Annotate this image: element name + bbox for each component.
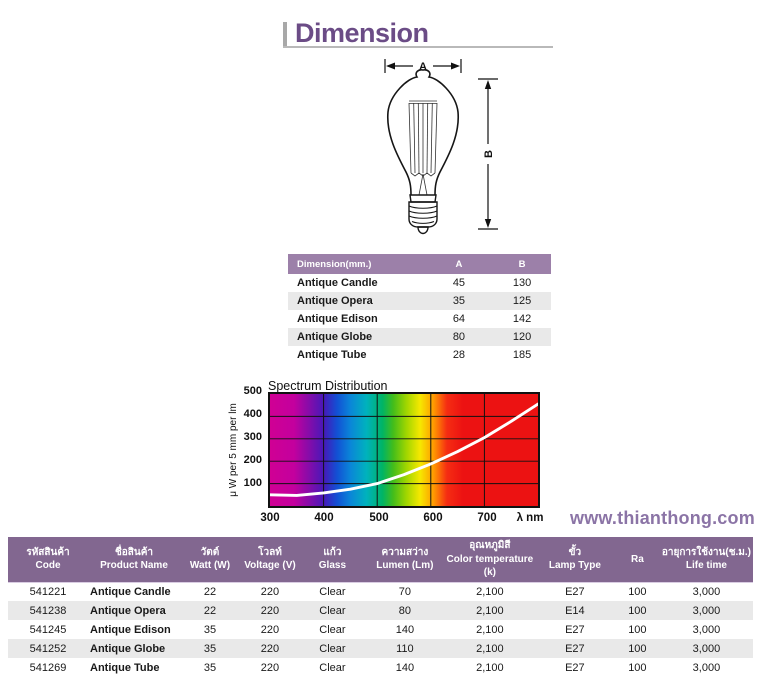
- col-lumen: ความสว่าง Lumen (Lm): [364, 537, 445, 583]
- page-title: Dimension: [295, 18, 429, 48]
- spectrum-curve: [270, 402, 538, 497]
- product-table-row: 541238 Antique Opera 22 220 Clear 80 2,100 E14 1…: [8, 601, 753, 620]
- spectrum-chart: [268, 392, 540, 508]
- dimension-table-row: Antique Tube 28 185: [297, 349, 532, 361]
- col-watt: วัตต์ Watt (W): [180, 537, 240, 583]
- product-table-row: 541252 Antique Globe 35 220 Clear 110 2,100 E27…: [8, 639, 753, 658]
- y-tick-200: 200: [243, 454, 262, 466]
- x-axis-unit: λ nm: [516, 512, 544, 524]
- dimension-table-row: Antique Edison 64 142: [297, 313, 532, 325]
- dimension-table-header-row: Dimension(mm.) A B: [288, 254, 551, 274]
- col-life-time: อายุการใช้งาน(ช.ม.) Life time: [659, 537, 753, 583]
- product-table-body: 541221 Antique Candle 22 220 Clear 70 2,100 E27…: [8, 582, 753, 677]
- col-voltage: โวลท์ Voltage (V): [239, 537, 300, 583]
- x-tick-600: 600: [423, 512, 443, 524]
- dimension-table-row: Antique Globe 80 120: [288, 328, 551, 346]
- col-ra: Ra: [614, 537, 660, 583]
- bulb-diagram: A: [378, 56, 518, 238]
- dimension-b-label: B: [483, 150, 495, 158]
- col-glass: แก้ว Glass: [299, 537, 365, 583]
- website-url: www.thianthong.com: [570, 508, 755, 528]
- arrowhead-right: [451, 62, 460, 70]
- dimension-a-label: A: [419, 61, 427, 73]
- section-title-block: Dimension: [283, 20, 553, 48]
- filament: [408, 100, 438, 196]
- dimension-table-body: Antique Candle 45 130 Antique Opera 35 125 Ant…: [288, 274, 551, 364]
- spectrum-title: Spectrum Distribution: [268, 379, 388, 393]
- x-tick-500: 500: [369, 512, 389, 524]
- screw-base: [408, 201, 438, 235]
- dimension-table-row: Antique Opera 35 125: [288, 292, 551, 310]
- bulb-drawing: A: [384, 59, 498, 235]
- product-table-row: 541269 Antique Tube 35 220 Clear 140 2,100 E27 1…: [29, 661, 721, 674]
- spectrum-grid-and-curve: [270, 394, 538, 506]
- dimension-table: Dimension(mm.) A B Antique Candle 45 130 An…: [288, 254, 551, 364]
- y-tick-300: 300: [243, 431, 262, 443]
- product-table-header-row: รหัสสินค้า Code ชื่อสินค้า Product Name วั…: [8, 537, 753, 583]
- y-tick-500: 500: [243, 385, 262, 397]
- product-table-row: 541245 Antique Edison 35 220 Clear 140 2,100 E2…: [29, 623, 721, 636]
- dimension-table-row: Antique Candle 45 130: [297, 277, 532, 289]
- col-product-name: ชื่อสินค้า Product Name: [88, 537, 180, 583]
- arrowhead-down: [484, 219, 492, 228]
- col-lamp-type: ขั้ว Lamp Type: [534, 537, 615, 583]
- arrowhead-left: [386, 62, 395, 70]
- arrowhead-up: [484, 80, 492, 89]
- x-tick-700: 700: [477, 512, 497, 524]
- dimension-a-arrow: [384, 59, 462, 73]
- bulb-collar: [409, 194, 437, 203]
- y-tick-400: 400: [243, 408, 262, 420]
- spectrum-gridlines: [270, 394, 538, 506]
- x-tick-300: 300: [260, 512, 280, 524]
- dim-col-name: Dimension(mm.): [288, 254, 425, 274]
- col-code: รหัสสินค้า Code: [8, 537, 88, 583]
- product-table: รหัสสินค้า Code ชื่อสินค้า Product Name วั…: [8, 537, 753, 677]
- x-tick-400: 400: [314, 512, 334, 524]
- title-accent-bar: [283, 22, 287, 46]
- dim-col-a: A: [424, 254, 494, 274]
- y-tick-100: 100: [243, 477, 262, 489]
- bulb-glass-outline: [386, 69, 460, 196]
- col-color-temperature: อุณหภูมิสี Color temperature (k): [444, 537, 535, 583]
- dim-col-b: B: [493, 254, 551, 274]
- product-table-row: 541221 Antique Candle 22 220 Clear 70 2,100 E27…: [29, 585, 721, 598]
- dimension-b-arrow: [478, 78, 498, 230]
